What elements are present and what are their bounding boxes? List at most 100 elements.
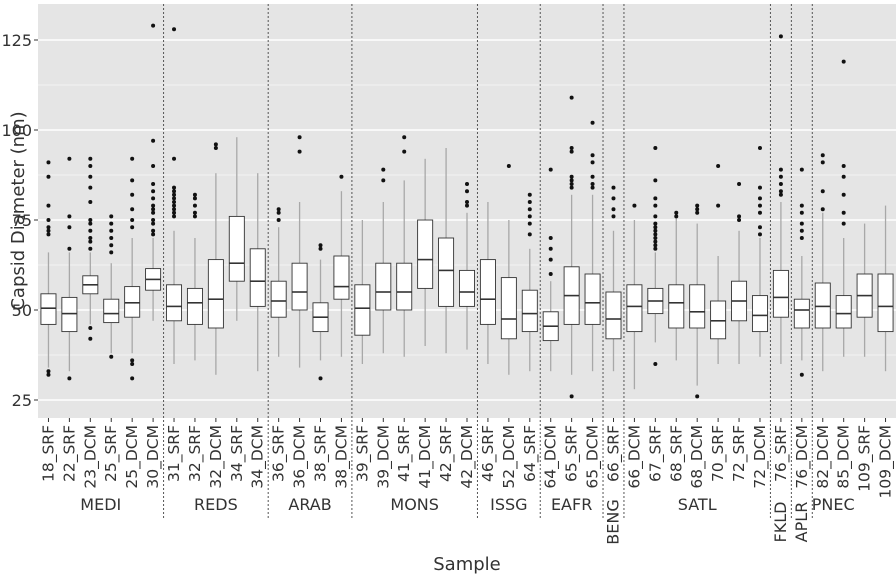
outlier-point [695, 207, 700, 212]
outlier-point [151, 196, 156, 201]
outlier-point [67, 376, 72, 381]
outlier-point [569, 146, 574, 150]
x-tick-label: 109_SRF [856, 425, 875, 492]
box-67_SRF [647, 146, 664, 366]
outlier-point [67, 156, 72, 161]
outlier-point [653, 236, 658, 240]
x-tick-label: 42_DCM [458, 425, 477, 489]
outlier-point [67, 246, 72, 251]
outlier-point [172, 189, 177, 194]
y-axis-ticks: 25 50 75 100 125 [1, 31, 38, 410]
box-22_SRF [61, 156, 78, 381]
box-25_SRF [103, 214, 120, 359]
outlier-point [88, 239, 93, 244]
outlier-point [527, 192, 532, 197]
x-tick-label: 18_SRF [39, 425, 58, 482]
outlier-point [674, 214, 679, 219]
outlier-point [653, 196, 658, 201]
outlier-point [506, 164, 511, 168]
iqr-box [40, 293, 57, 325]
outlier-point [151, 23, 156, 28]
iqr-box [396, 262, 413, 311]
iqr-box [124, 286, 141, 318]
x-tick-label: 72_DCM [751, 425, 770, 489]
outlier-point [88, 246, 93, 251]
outlier-point [548, 272, 553, 276]
outlier-point [151, 210, 156, 215]
box-32_SRF [186, 192, 203, 361]
outlier-point [569, 95, 574, 100]
x-tick-label: 82_DCM [814, 425, 833, 489]
y-tick-label: 75 [12, 211, 32, 230]
outlier-point [46, 160, 51, 165]
outlier-point [799, 167, 804, 172]
outlier-point [339, 174, 344, 179]
iqr-box [61, 296, 78, 333]
x-tick-label: 25_SRF [102, 425, 121, 482]
outlier-point [778, 192, 783, 197]
iqr-box [375, 262, 392, 311]
outlier-point [172, 185, 177, 190]
outlier-point [695, 394, 700, 399]
iqr-box [291, 262, 308, 311]
outlier-point [465, 189, 469, 194]
outlier-point [799, 372, 804, 377]
box-68_DCM [689, 203, 706, 399]
outlier-point [88, 221, 93, 226]
x-tick-label: 64_SRF [521, 425, 540, 482]
outlier-point [653, 214, 658, 219]
box-68_SRF [668, 210, 685, 361]
outlier-point [569, 185, 574, 190]
outlier-point [402, 149, 407, 154]
x-tick-label: 36_SRF [270, 425, 289, 482]
outlier-point [841, 221, 846, 226]
iqr-box [877, 273, 894, 333]
x-tick-label: 32_SRF [186, 425, 205, 482]
outlier-point [757, 146, 762, 150]
outlier-point [716, 203, 721, 208]
outlier-point [88, 185, 93, 190]
x-tick-label: 109_DCM [877, 425, 896, 498]
outlier-point [527, 232, 532, 237]
iqr-box [354, 284, 371, 336]
outlier-point [590, 153, 595, 158]
iqr-box [333, 255, 350, 300]
outlier-point [527, 221, 532, 226]
outlier-point [88, 200, 93, 204]
outlier-point [130, 358, 135, 363]
iqr-box [438, 237, 455, 307]
outlier-point [757, 210, 762, 215]
group-label-mons: MONS [390, 495, 439, 514]
box-18_SRF [40, 160, 57, 377]
outlier-point [46, 174, 51, 179]
x-tick-label: 38_SRF [312, 425, 331, 482]
outlier-point [757, 196, 762, 201]
outlier-point [276, 207, 281, 212]
outlier-point [46, 228, 51, 233]
outlier-point [130, 192, 135, 197]
outlier-point [569, 178, 574, 183]
x-tick-label: 39_DCM [374, 425, 393, 489]
iqr-box [521, 289, 538, 333]
outlier-point [590, 120, 595, 125]
box-72_DCM [751, 146, 768, 357]
outlier-point [318, 376, 323, 381]
y-tick-label: 25 [12, 391, 32, 410]
outlier-point [590, 182, 595, 186]
x-tick-label: 34_DCM [249, 425, 268, 489]
x-tick-label: 67_SRF [646, 425, 665, 482]
group-label-eafr: EAFR [551, 495, 592, 514]
box-85_DCM [835, 59, 852, 357]
outlier-point [213, 146, 218, 150]
group-label-reds: REDS [194, 495, 238, 514]
iqr-box [500, 277, 517, 340]
outlier-point [318, 243, 323, 248]
x-tick-label: 23_DCM [81, 425, 100, 489]
outlier-point [653, 232, 658, 237]
iqr-box [166, 284, 183, 322]
outlier-point [548, 257, 553, 262]
iqr-box [605, 291, 622, 340]
outlier-point [46, 218, 51, 222]
y-tick-label: 100 [1, 121, 32, 140]
